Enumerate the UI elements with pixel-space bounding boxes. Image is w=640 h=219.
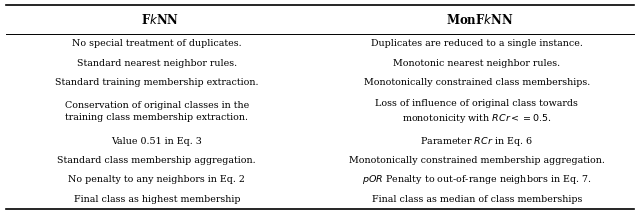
- Text: Standard training membership extraction.: Standard training membership extraction.: [55, 78, 259, 87]
- Text: Value 0.51 in Eq. 3: Value 0.51 in Eq. 3: [111, 136, 202, 145]
- Text: Monotonically constrained class memberships.: Monotonically constrained class membersh…: [364, 78, 590, 87]
- Text: Conservation of original classes in the
training class membership extraction.: Conservation of original classes in the …: [65, 101, 249, 122]
- Text: Parameter $RCr$ in Eq. 6: Parameter $RCr$ in Eq. 6: [420, 134, 533, 148]
- Text: No special treatment of duplicates.: No special treatment of duplicates.: [72, 39, 242, 48]
- Text: Standard class membership aggregation.: Standard class membership aggregation.: [58, 156, 256, 165]
- Text: No penalty to any neighbors in Eq. 2: No penalty to any neighbors in Eq. 2: [68, 175, 245, 184]
- Text: Standard nearest neighbor rules.: Standard nearest neighbor rules.: [77, 59, 237, 68]
- Text: Duplicates are reduced to a single instance.: Duplicates are reduced to a single insta…: [371, 39, 583, 48]
- Text: Final class as highest membership: Final class as highest membership: [74, 195, 240, 204]
- Text: F$k$NN: F$k$NN: [141, 13, 179, 27]
- Text: Monotonic nearest neighbor rules.: Monotonic nearest neighbor rules.: [393, 59, 561, 68]
- Text: Monotonically constrained membership aggregation.: Monotonically constrained membership agg…: [349, 156, 605, 165]
- Text: $pOR$ Penalty to out-of-range neighbors in Eq. 7.: $pOR$ Penalty to out-of-range neighbors …: [362, 173, 591, 186]
- Text: Final class as median of class memberships: Final class as median of class membershi…: [372, 195, 582, 204]
- Text: MonF$k$NN: MonF$k$NN: [446, 13, 514, 27]
- Text: Loss of influence of original class towards
monotonicity with $RCr<=0.5$.: Loss of influence of original class towa…: [376, 99, 578, 125]
